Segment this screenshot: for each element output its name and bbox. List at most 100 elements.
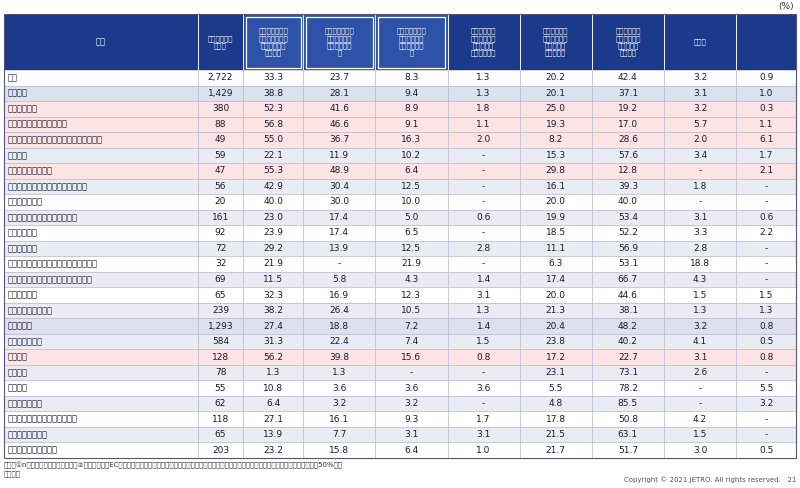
Bar bbox=[447, 70, 520, 85]
Bar bbox=[664, 101, 736, 117]
Bar bbox=[736, 427, 796, 443]
Bar bbox=[375, 194, 447, 210]
Text: 4.8: 4.8 bbox=[549, 399, 563, 408]
Text: 47: 47 bbox=[214, 166, 226, 175]
Bar bbox=[4, 101, 198, 117]
Text: 3.4: 3.4 bbox=[693, 151, 707, 160]
Text: 20.0: 20.0 bbox=[546, 290, 566, 300]
Bar bbox=[375, 101, 447, 117]
Text: 33.3: 33.3 bbox=[263, 73, 283, 82]
Bar bbox=[736, 210, 796, 225]
Bar bbox=[736, 334, 796, 349]
Bar bbox=[4, 70, 198, 85]
Bar bbox=[375, 396, 447, 411]
Bar bbox=[447, 411, 520, 427]
Text: 10.0: 10.0 bbox=[402, 198, 422, 206]
Bar bbox=[375, 85, 447, 101]
Bar bbox=[592, 179, 664, 194]
Bar bbox=[664, 210, 736, 225]
Bar bbox=[303, 194, 375, 210]
Bar bbox=[664, 179, 736, 194]
Bar bbox=[198, 85, 243, 101]
Text: 1.3: 1.3 bbox=[759, 306, 774, 315]
Text: 3.2: 3.2 bbox=[693, 322, 707, 330]
Text: 商社・卸売: 商社・卸売 bbox=[8, 337, 43, 346]
Text: 17.2: 17.2 bbox=[546, 353, 566, 362]
Text: 0.5: 0.5 bbox=[759, 337, 774, 346]
Bar bbox=[198, 396, 243, 411]
Bar bbox=[303, 443, 375, 458]
Bar bbox=[243, 272, 303, 287]
Text: 23.9: 23.9 bbox=[263, 228, 283, 238]
Text: 31.3: 31.3 bbox=[263, 337, 283, 346]
Text: 1.3: 1.3 bbox=[477, 89, 490, 98]
Text: 65: 65 bbox=[214, 430, 226, 439]
Text: その他の非製造業: その他の非製造業 bbox=[8, 446, 58, 455]
Text: -: - bbox=[482, 260, 486, 268]
Text: 1.5: 1.5 bbox=[477, 337, 490, 346]
Text: 小売: 小売 bbox=[8, 353, 28, 362]
Bar bbox=[664, 194, 736, 210]
Text: 3.6: 3.6 bbox=[477, 384, 490, 393]
Bar bbox=[198, 194, 243, 210]
Text: 12.8: 12.8 bbox=[618, 166, 638, 175]
Text: 128: 128 bbox=[212, 353, 229, 362]
Bar bbox=[592, 14, 664, 70]
Bar bbox=[520, 287, 592, 303]
Bar bbox=[447, 396, 520, 411]
Bar bbox=[4, 85, 198, 101]
Bar bbox=[520, 427, 592, 443]
Bar bbox=[592, 443, 664, 458]
Bar bbox=[592, 241, 664, 256]
Bar bbox=[736, 163, 796, 179]
Bar bbox=[198, 163, 243, 179]
Text: 3.1: 3.1 bbox=[404, 430, 418, 439]
Text: 0.6: 0.6 bbox=[759, 213, 774, 222]
Text: 49: 49 bbox=[214, 135, 226, 144]
Bar bbox=[198, 241, 243, 256]
Bar bbox=[520, 303, 592, 318]
Text: 12.5: 12.5 bbox=[402, 182, 422, 191]
Bar bbox=[243, 101, 303, 117]
Text: 53.4: 53.4 bbox=[618, 213, 638, 222]
Text: 65: 65 bbox=[214, 290, 226, 300]
Bar bbox=[592, 396, 664, 411]
Text: 27.4: 27.4 bbox=[263, 322, 283, 330]
Text: その他の製造業: その他の製造業 bbox=[8, 306, 53, 315]
Bar bbox=[4, 210, 198, 225]
Text: 2,722: 2,722 bbox=[208, 73, 233, 82]
Bar bbox=[198, 225, 243, 241]
Bar bbox=[664, 443, 736, 458]
Bar bbox=[664, 70, 736, 85]
Bar bbox=[592, 132, 664, 147]
Bar bbox=[303, 303, 375, 318]
Text: 1.0: 1.0 bbox=[759, 89, 774, 98]
Text: 4.2: 4.2 bbox=[693, 415, 707, 424]
Bar bbox=[664, 256, 736, 272]
Text: 29.8: 29.8 bbox=[546, 166, 566, 175]
Bar bbox=[736, 225, 796, 241]
Text: 1.8: 1.8 bbox=[693, 182, 707, 191]
Bar bbox=[447, 147, 520, 163]
Bar bbox=[520, 225, 592, 241]
Bar bbox=[520, 272, 592, 287]
Bar bbox=[520, 349, 592, 365]
Text: 1.3: 1.3 bbox=[332, 368, 346, 377]
Bar bbox=[198, 443, 243, 458]
Text: 18.8: 18.8 bbox=[330, 322, 350, 330]
Bar bbox=[198, 101, 243, 117]
Bar bbox=[243, 443, 303, 458]
Text: 22.4: 22.4 bbox=[330, 337, 349, 346]
Bar bbox=[520, 396, 592, 411]
Text: 16.1: 16.1 bbox=[546, 182, 566, 191]
Text: 2.2: 2.2 bbox=[759, 228, 773, 238]
Text: 27.1: 27.1 bbox=[263, 415, 283, 424]
Bar bbox=[375, 179, 447, 194]
Text: 1.3: 1.3 bbox=[693, 306, 707, 315]
Bar bbox=[520, 411, 592, 427]
Text: 6.3: 6.3 bbox=[549, 260, 563, 268]
Text: 1,429: 1,429 bbox=[208, 89, 234, 98]
Text: -: - bbox=[482, 151, 486, 160]
Text: 52.2: 52.2 bbox=[618, 228, 638, 238]
Text: (%): (%) bbox=[778, 2, 794, 12]
